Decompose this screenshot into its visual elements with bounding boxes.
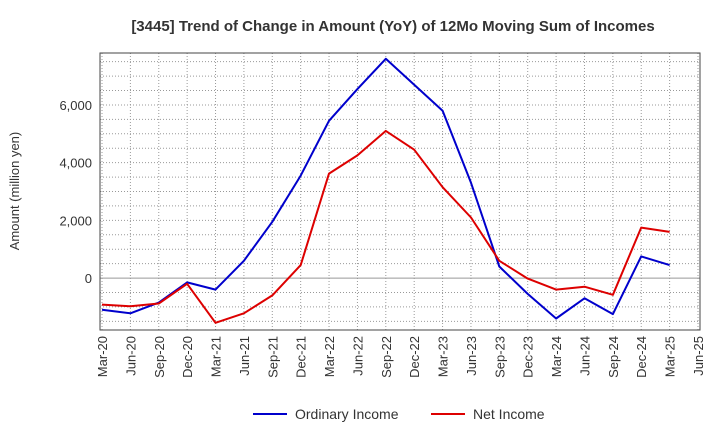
x-tick-label: Mar-20 [95,336,110,377]
x-tick-label: Jun-25 [691,336,706,376]
legend-label: Net Income [473,406,545,422]
grid [100,53,700,330]
x-tick-label: Mar-22 [322,336,337,377]
x-tick-label: Jun-23 [464,336,479,376]
y-axis-ticks: 0 2,000 4,000 6,000 [59,98,92,286]
x-tick-label: Mar-21 [209,336,224,377]
x-tick-label: Dec-22 [407,336,422,378]
x-tick-label: Dec-24 [634,336,649,378]
x-axis-ticks: Mar-20 Jun-20 Sep-20 Dec-20 Mar-21 Jun-21 Sep-… [95,336,706,378]
y-tick-label: 4,000 [59,156,92,171]
x-tick-label: Sep-20 [152,336,167,378]
series-line-1 [101,129,670,324]
x-tick-label: Dec-20 [180,336,195,378]
legend-label: Ordinary Income [295,406,399,422]
x-tick-label: Mar-24 [549,336,564,377]
series-line-0 [101,57,670,320]
x-tick-label: Sep-24 [606,336,621,378]
x-tick-label: Mar-25 [663,336,678,377]
y-tick-label: 0 [85,271,92,286]
x-tick-label: Mar-23 [436,336,451,377]
x-tick-label: Dec-23 [521,336,536,378]
x-tick-label: Dec-21 [294,336,309,378]
chart-title: [3445] Trend of Change in Amount (YoY) o… [131,18,654,35]
legend: Ordinary Income Net Income [253,406,545,422]
y-axis-label: Amount (million yen) [7,132,22,251]
y-tick-label: 6,000 [59,98,92,113]
x-tick-label: Jun-24 [577,336,592,376]
x-tick-label: Sep-23 [492,336,507,378]
x-tick-label: Jun-21 [237,336,252,376]
series-layer [101,57,670,324]
x-tick-label: Sep-21 [265,336,280,378]
x-tick-label: Sep-22 [379,336,394,378]
x-tick-label: Jun-22 [350,336,365,376]
plot-frame [99,52,701,331]
x-tick-label: Jun-20 [123,336,138,376]
y-tick-label: 2,000 [59,213,92,228]
